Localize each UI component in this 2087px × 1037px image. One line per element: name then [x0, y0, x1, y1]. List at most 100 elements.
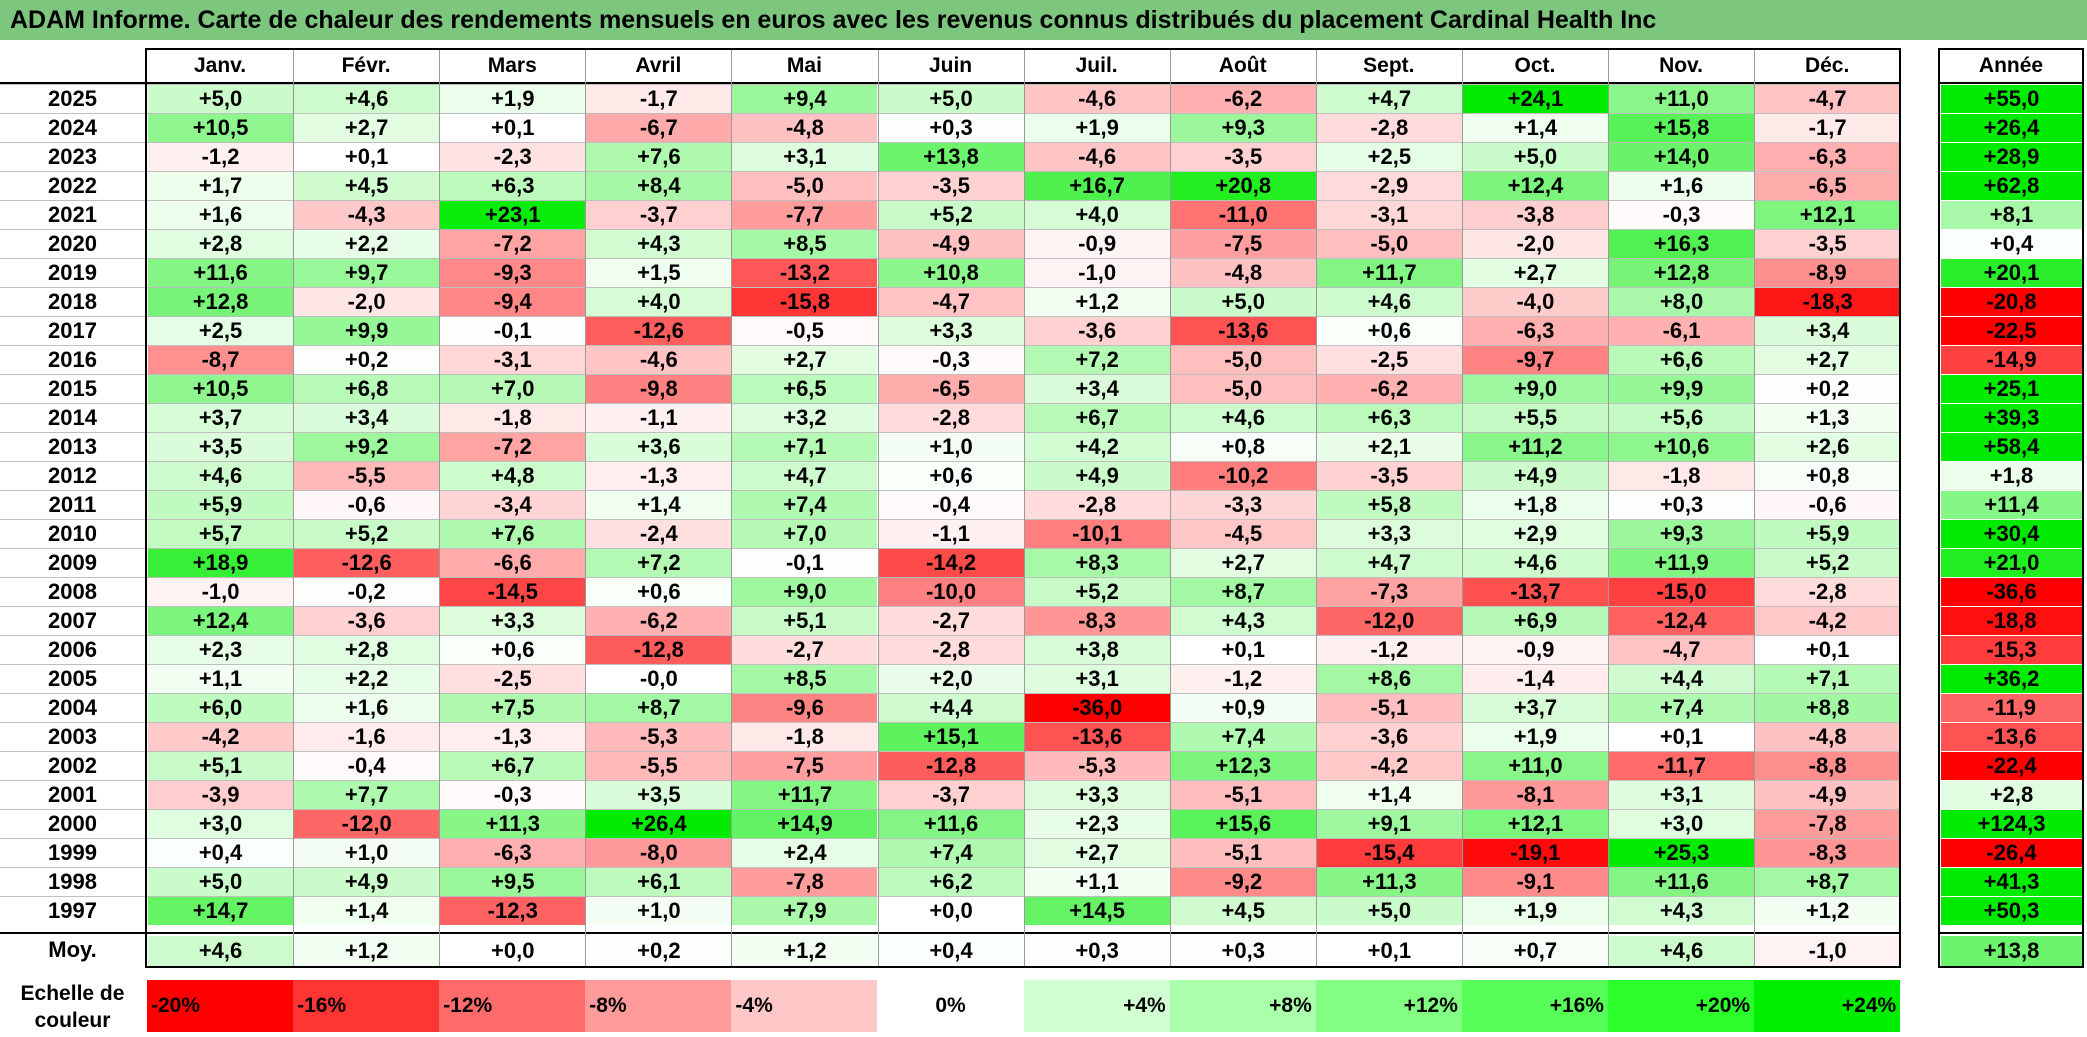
- heatmap-cell: +8,7: [1170, 578, 1316, 606]
- color-scale-stop: 0%: [877, 980, 1024, 1032]
- heatmap-cell: -3,1: [1316, 201, 1462, 229]
- heatmap-cell: -6,2: [586, 607, 732, 635]
- color-scale-stop: +24%: [1754, 980, 1901, 1032]
- header-separator: [0, 82, 1901, 84]
- year-label: 2007: [48, 608, 97, 633]
- heatmap-cell: -8,3: [1024, 607, 1170, 635]
- heatmap-cell: +5,0: [1462, 143, 1608, 171]
- row-divider: [0, 780, 1901, 781]
- heatmap-cell: +7,0: [440, 375, 586, 403]
- row-divider: [0, 229, 1901, 230]
- annual-cell: -26,4: [1941, 839, 2082, 867]
- annual-cell: +30,4: [1941, 520, 2082, 548]
- heatmap-cell: +1,4: [1462, 114, 1608, 142]
- heatmap-cell: +9,7: [294, 259, 440, 287]
- heatmap-cell: +4,7: [1316, 549, 1462, 577]
- heatmap-cell: -3,3: [1170, 491, 1316, 519]
- heatmap-cell: -3,1: [440, 346, 586, 374]
- annual-cell: +2,8: [1941, 781, 2082, 809]
- annual-cell: +21,0: [1941, 549, 2082, 577]
- heatmap-cell: +2,3: [1024, 810, 1170, 838]
- heatmap-cell: +3,3: [878, 317, 1024, 345]
- month-header: Sept.: [1363, 54, 1415, 77]
- heatmap-cell: -6,3: [1755, 143, 1901, 171]
- heatmap-cell: +4,6: [1462, 549, 1608, 577]
- heatmap-cell: +4,7: [732, 462, 878, 490]
- heatmap-cell: -4,2: [1755, 607, 1901, 635]
- heatmap-cell: +14,7: [148, 897, 294, 925]
- heatmap-cell: -5,0: [1170, 346, 1316, 374]
- heatmap-cell: +0,9: [1170, 694, 1316, 722]
- heatmap-cell: +0,1: [1755, 636, 1901, 664]
- heatmap-cell: -6,3: [440, 839, 586, 867]
- heatmap-cell: +3,3: [440, 607, 586, 635]
- annual-cell: +50,3: [1941, 897, 2082, 925]
- heatmap-cell: -8,9: [1755, 259, 1901, 287]
- heatmap-cell: +12,8: [1609, 259, 1755, 287]
- heatmap-cell: -0,9: [1462, 636, 1608, 664]
- heatmap-cell: -15,8: [732, 288, 878, 316]
- heatmap-cell: +8,3: [1024, 549, 1170, 577]
- heatmap-cell: +11,7: [1316, 259, 1462, 287]
- heatmap-cell: -4,0: [1462, 288, 1608, 316]
- heatmap-cell: +6,9: [1462, 607, 1608, 635]
- heatmap-cell: +1,5: [586, 259, 732, 287]
- heatmap-cell: +5,5: [1462, 404, 1608, 432]
- heatmap-cell: -5,1: [1170, 781, 1316, 809]
- heatmap-cell: +14,0: [1609, 143, 1755, 171]
- heatmap-cell: -4,6: [1024, 143, 1170, 171]
- heatmap-cell: -5,1: [1316, 694, 1462, 722]
- heatmap-cell: +8,6: [1316, 665, 1462, 693]
- column-divider: [1461, 50, 1463, 966]
- heatmap-cell: -5,3: [586, 723, 732, 751]
- color-scale-label: Echelle de couleur: [20, 982, 125, 1032]
- heatmap-cell: +1,4: [586, 491, 732, 519]
- average-cell: +0,7: [1462, 936, 1608, 966]
- heatmap-cell: +5,1: [732, 607, 878, 635]
- annual-cell: -22,4: [1941, 752, 2082, 780]
- year-label: 1998: [48, 869, 97, 894]
- row-divider: [0, 896, 1901, 897]
- heatmap-cell: -5,0: [732, 172, 878, 200]
- heatmap-cell: +9,1: [1316, 810, 1462, 838]
- heatmap-cell: +4,5: [1170, 897, 1316, 925]
- heatmap-cell: +6,3: [1316, 404, 1462, 432]
- heatmap-cell: -9,4: [440, 288, 586, 316]
- heatmap-cell: +9,4: [732, 85, 878, 113]
- annual-cell: -36,6: [1941, 578, 2082, 606]
- heatmap-cell: +4,0: [586, 288, 732, 316]
- row-divider: [0, 113, 1901, 114]
- row-divider: [0, 200, 1901, 201]
- heatmap-cell: +8,5: [732, 665, 878, 693]
- heatmap-cell: +8,5: [732, 230, 878, 258]
- heatmap-cell: +4,9: [1462, 462, 1608, 490]
- heatmap-cell: -15,4: [1316, 839, 1462, 867]
- heatmap-cell: +5,2: [1024, 578, 1170, 606]
- heatmap-cell: -7,5: [732, 752, 878, 780]
- heatmap-cell: -3,4: [440, 491, 586, 519]
- heatmap-cell: -4,7: [878, 288, 1024, 316]
- heatmap-cell: +4,4: [1609, 665, 1755, 693]
- heatmap-cell: +18,9: [148, 549, 294, 577]
- average-cell: +0,0: [440, 936, 586, 966]
- heatmap-cell: -3,6: [1024, 317, 1170, 345]
- heatmap-cell: +0,2: [294, 346, 440, 374]
- heatmap-cell: -9,8: [586, 375, 732, 403]
- row-divider: [0, 461, 1901, 462]
- row-divider: [0, 867, 1901, 868]
- heatmap-cell: -11,7: [1609, 752, 1755, 780]
- row-divider: [0, 171, 1901, 172]
- heatmap-cell: -1,7: [586, 85, 732, 113]
- heatmap-cell: +5,8: [1316, 491, 1462, 519]
- column-divider: [293, 50, 295, 966]
- heatmap-cell: +3,7: [1462, 694, 1608, 722]
- heatmap-cell: +11,0: [1609, 85, 1755, 113]
- average-separator: [0, 932, 1901, 934]
- heatmap-cell: -8,1: [1462, 781, 1608, 809]
- row-divider: [0, 403, 1901, 404]
- heatmap-cell: +0,1: [294, 143, 440, 171]
- heatmap-cell: -8,7: [148, 346, 294, 374]
- month-header: Déc.: [1804, 54, 1850, 77]
- heatmap-cell: +2,0: [878, 665, 1024, 693]
- heatmap-cell: -13,2: [732, 259, 878, 287]
